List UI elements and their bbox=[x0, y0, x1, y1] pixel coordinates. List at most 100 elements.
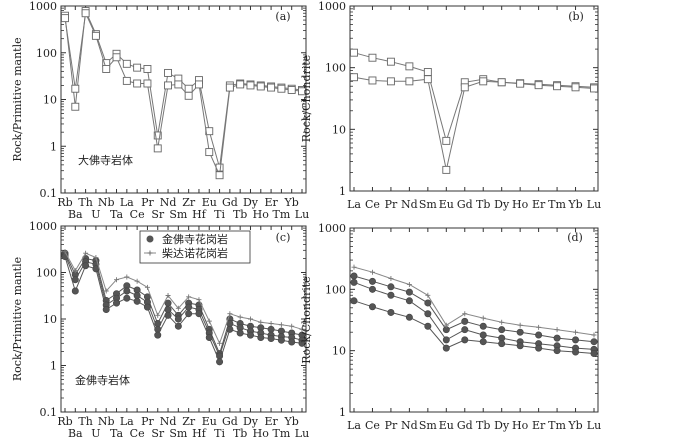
data-point bbox=[425, 292, 431, 298]
data-point bbox=[405, 297, 413, 305]
data-point bbox=[516, 328, 524, 336]
legend-label: 柴达诺花岗岩 bbox=[162, 246, 228, 260]
data-point bbox=[227, 311, 233, 317]
x-tick-label: Th bbox=[78, 415, 92, 428]
panel-label: (a) bbox=[275, 10, 290, 23]
data-point bbox=[406, 281, 412, 287]
data-point bbox=[83, 250, 89, 256]
legend-box bbox=[139, 230, 251, 264]
data-point bbox=[499, 319, 505, 325]
data-point bbox=[497, 78, 506, 87]
data-point bbox=[267, 325, 275, 333]
panel-label: (b) bbox=[568, 10, 584, 23]
data-point bbox=[113, 299, 121, 307]
x-tick-label: Er bbox=[532, 198, 546, 211]
data-point bbox=[480, 315, 486, 321]
y-axis-label: Rock/Chondrite bbox=[300, 55, 313, 142]
data-point bbox=[405, 62, 414, 71]
series-line bbox=[64, 254, 303, 358]
data-point bbox=[517, 322, 523, 328]
x-tick-label: Sm bbox=[169, 427, 188, 439]
panel-c: 0.1 1 10 100 1000 Rock/Primitive mantle RbBaTh… bbox=[11, 220, 309, 439]
data-point bbox=[225, 83, 234, 92]
data-point bbox=[536, 324, 542, 330]
y-tick-label: 100 bbox=[36, 47, 57, 60]
y-tick-label: 1 bbox=[339, 406, 346, 419]
series-line bbox=[64, 9, 303, 168]
x-tick-label: Yb bbox=[567, 419, 582, 432]
data-point bbox=[368, 53, 377, 62]
panel-label: (d) bbox=[567, 231, 583, 244]
data-point bbox=[479, 338, 487, 346]
data-point bbox=[498, 326, 506, 334]
x-tick-label: Lu bbox=[295, 208, 309, 221]
data-point bbox=[387, 291, 395, 299]
data-point bbox=[405, 288, 413, 296]
x-tick-label: Dy bbox=[243, 196, 259, 209]
data-point bbox=[133, 292, 141, 300]
data-point bbox=[405, 77, 414, 86]
data-point bbox=[591, 332, 597, 338]
data-point bbox=[516, 79, 525, 88]
data-point bbox=[299, 326, 305, 332]
data-point bbox=[350, 297, 358, 305]
data-point bbox=[516, 342, 524, 350]
y-tick-label: 1000 bbox=[318, 222, 346, 235]
data-point bbox=[498, 340, 506, 348]
data-point bbox=[216, 358, 224, 366]
x-tick-label: Eu bbox=[202, 196, 217, 209]
y-tick-label: 10 bbox=[43, 313, 57, 326]
data-point bbox=[123, 294, 131, 302]
data-point bbox=[298, 339, 306, 347]
data-point bbox=[256, 82, 265, 91]
x-tick-label: Sr bbox=[151, 208, 165, 221]
x-tick-label: Eu bbox=[202, 415, 217, 428]
data-point bbox=[62, 249, 68, 255]
data-point bbox=[185, 310, 193, 318]
data-point bbox=[405, 313, 413, 321]
data-point bbox=[165, 293, 171, 299]
data-point bbox=[122, 59, 131, 68]
data-point bbox=[102, 306, 110, 314]
x-tick-label: Ho bbox=[253, 427, 270, 439]
data-point bbox=[442, 336, 450, 344]
data-point bbox=[143, 303, 151, 311]
x-tick-label: Dy bbox=[243, 415, 259, 428]
y-tick-label: 100 bbox=[325, 62, 346, 75]
data-point bbox=[174, 80, 183, 89]
series-line bbox=[353, 52, 595, 143]
data-point bbox=[164, 68, 172, 77]
y-axis-label: Rock/Primitive mantle bbox=[11, 257, 24, 381]
data-point bbox=[102, 65, 111, 73]
data-point bbox=[153, 131, 162, 140]
data-point bbox=[237, 314, 243, 320]
x-tick-label: Sm bbox=[419, 198, 438, 211]
data-point bbox=[103, 288, 109, 294]
x-tick-label: Yb bbox=[567, 198, 582, 211]
y-tick-label: 1 bbox=[50, 360, 57, 373]
x-tick-label: Zr bbox=[182, 415, 196, 428]
pluton-annotation: 大佛寺岩体 bbox=[78, 153, 133, 167]
data-point bbox=[155, 312, 161, 318]
legend-marker bbox=[146, 235, 154, 243]
data-point bbox=[112, 53, 121, 62]
series-line bbox=[64, 251, 303, 345]
data-point bbox=[195, 310, 203, 318]
x-tick-label: Eu bbox=[439, 419, 454, 432]
x-tick-label: Pr bbox=[385, 419, 398, 432]
x-tick-label: Tb bbox=[233, 208, 247, 221]
data-point bbox=[71, 287, 79, 295]
x-tick-label: Dy bbox=[494, 419, 510, 432]
x-tick-label: U bbox=[91, 427, 100, 439]
x-tick-label: Nd bbox=[401, 198, 418, 211]
data-point bbox=[267, 335, 275, 343]
data-point bbox=[154, 331, 162, 339]
x-tick-label: La bbox=[347, 419, 361, 432]
y-tick-label: 10 bbox=[43, 94, 57, 107]
data-point bbox=[287, 86, 296, 94]
data-point bbox=[93, 255, 99, 261]
data-point bbox=[72, 268, 78, 274]
y-tick-label: 1000 bbox=[29, 0, 57, 13]
data-point bbox=[572, 348, 580, 356]
